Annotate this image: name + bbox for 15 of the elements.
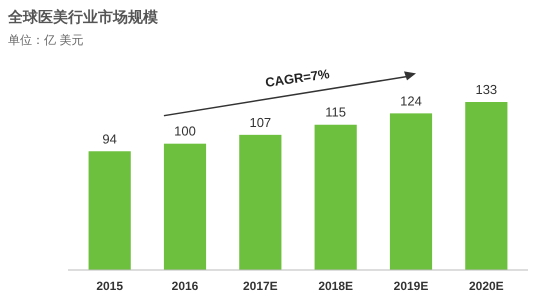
data-label: 115 [325, 104, 346, 120]
x-tick-label: 2017E [242, 279, 278, 293]
data-label: 107 [249, 114, 272, 130]
x-tick-label: 2019E [394, 279, 428, 293]
x-tick-label: 2020E [468, 279, 504, 293]
data-label: 100 [174, 124, 196, 139]
data-label: 94 [102, 131, 117, 146]
chart-title: 全球医美行业市场规模 [7, 8, 159, 26]
x-tick-label: 2018E [318, 279, 354, 293]
data-label: 124 [400, 93, 422, 108]
data-label: 133 [475, 82, 498, 97]
x-tick-label: 2016 [172, 279, 199, 293]
x-tick-label: 2015 [96, 279, 124, 293]
chart-subtitle: 单位：亿 美元 [8, 33, 84, 47]
text: CAGR=7% [264, 66, 331, 90]
